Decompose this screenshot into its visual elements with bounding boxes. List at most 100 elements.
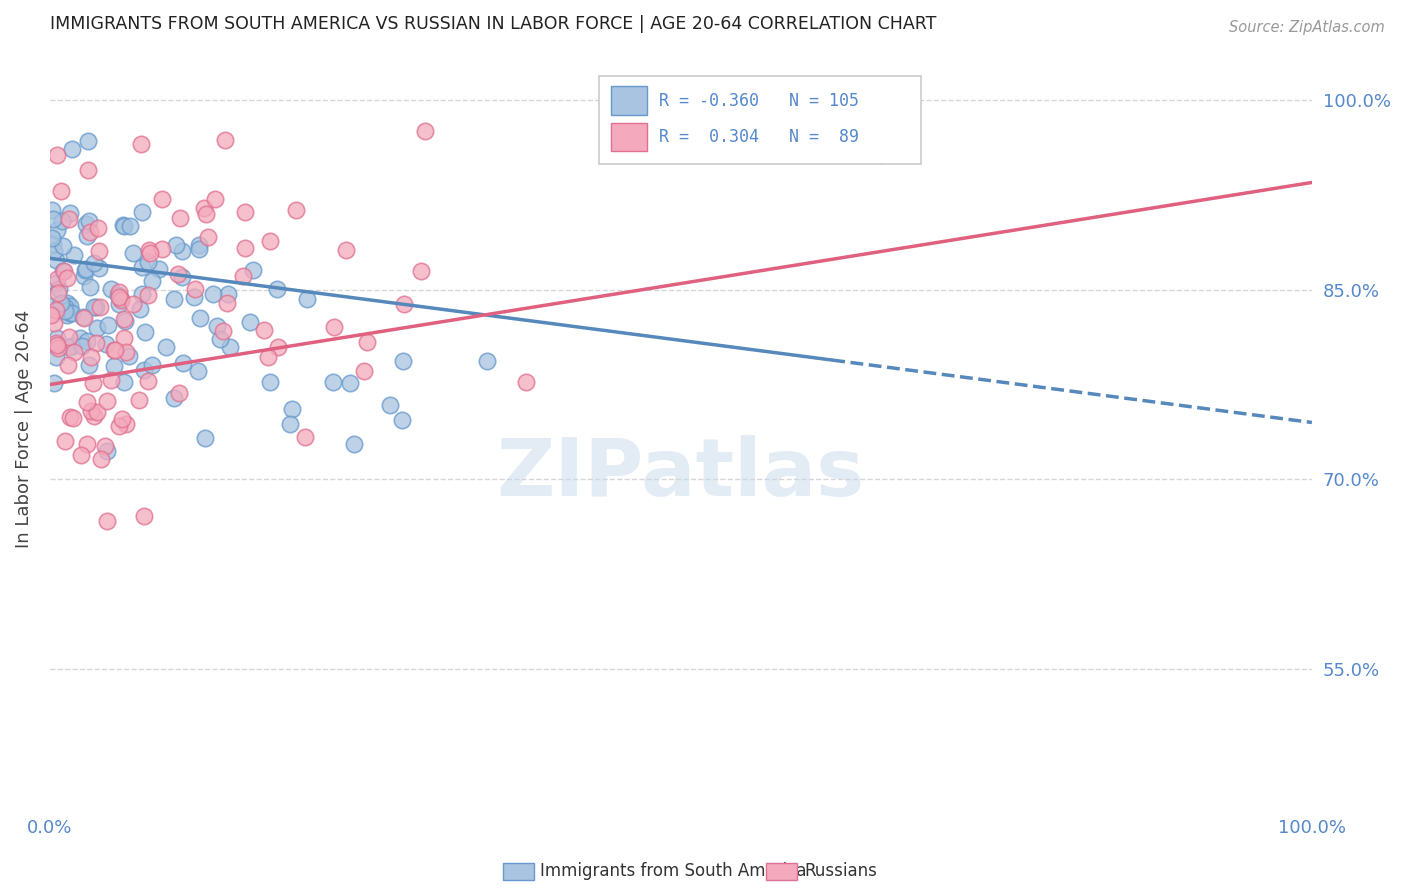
Point [82,376,104,390]
Point [79,351,101,365]
Point [115,345,138,359]
Point [90,452,112,467]
Point [515,375,537,389]
Point [96,394,118,409]
Point [51,214,73,228]
Point [165,238,187,252]
Point [356,335,378,350]
Point [46,338,69,352]
Point [100,282,122,296]
Point [131,287,153,301]
Point [77,163,100,178]
Point [60,338,83,352]
Point [266,282,288,296]
Point [45,276,67,290]
Point [76,134,98,148]
Point [278,417,301,431]
Point [138,246,160,260]
Point [104,343,127,357]
Point [214,133,236,147]
Point [138,243,160,257]
Point [193,202,215,216]
Point [378,398,401,412]
Point [415,124,437,138]
Text: IMMIGRANTS FROM SOUTH AMERICA VS RUSSIAN IN LABOR FORCE | AGE 20-64 CORRELATION : IMMIGRANTS FROM SOUTH AMERICA VS RUSSIAN… [49,15,936,33]
Text: Russians: Russians [804,863,877,880]
Point [167,268,190,282]
Point [136,255,159,269]
Point [96,514,118,528]
Point [121,246,143,260]
Point [163,292,186,306]
FancyBboxPatch shape [612,87,647,115]
Point [267,340,290,354]
Point [45,148,67,162]
Point [53,300,76,314]
Point [97,318,120,332]
Point [259,375,281,389]
Point [322,320,344,334]
Point [70,448,93,462]
Point [129,302,152,317]
Point [41,202,63,217]
Point [477,354,499,368]
Point [53,264,76,278]
Point [44,316,66,330]
Point [83,255,105,269]
Point [170,244,193,258]
Point [51,296,73,310]
Point [86,336,108,351]
Point [112,331,135,345]
Point [110,293,132,307]
Point [45,252,67,267]
Point [73,311,96,326]
Point [343,436,366,450]
Point [118,349,141,363]
Point [339,376,361,390]
Point [73,268,96,283]
Point [212,324,235,338]
Point [96,443,118,458]
Point [89,261,111,276]
Point [136,287,159,301]
Point [58,341,80,355]
Point [281,402,304,417]
Point [295,292,318,306]
Point [232,269,254,284]
Point [253,323,276,337]
Point [62,247,84,261]
Point [118,219,141,234]
Point [183,290,205,304]
Point [48,282,70,296]
Point [129,137,152,152]
Point [215,296,238,310]
Point [103,343,125,357]
Point [284,203,307,218]
Point [111,218,134,232]
Point [79,225,101,239]
Point [141,358,163,372]
Point [108,419,131,434]
Point [131,260,153,274]
Point [239,315,262,329]
Point [59,305,82,319]
Text: Source: ZipAtlas.com: Source: ZipAtlas.com [1229,20,1385,35]
Point [134,325,156,339]
Point [219,340,242,354]
Text: ZIPatlas: ZIPatlas [496,435,865,513]
Point [75,217,97,231]
Point [128,392,150,407]
Point [62,410,84,425]
Text: R = -0.360   N = 105: R = -0.360 N = 105 [659,92,859,110]
Point [70,339,93,353]
Point [204,192,226,206]
Point [112,219,135,234]
Point [100,374,122,388]
Point [111,412,134,426]
Point [84,300,107,314]
Point [169,385,191,400]
Point [187,242,209,256]
Point [42,212,65,227]
Point [233,205,256,219]
Point [48,341,70,355]
